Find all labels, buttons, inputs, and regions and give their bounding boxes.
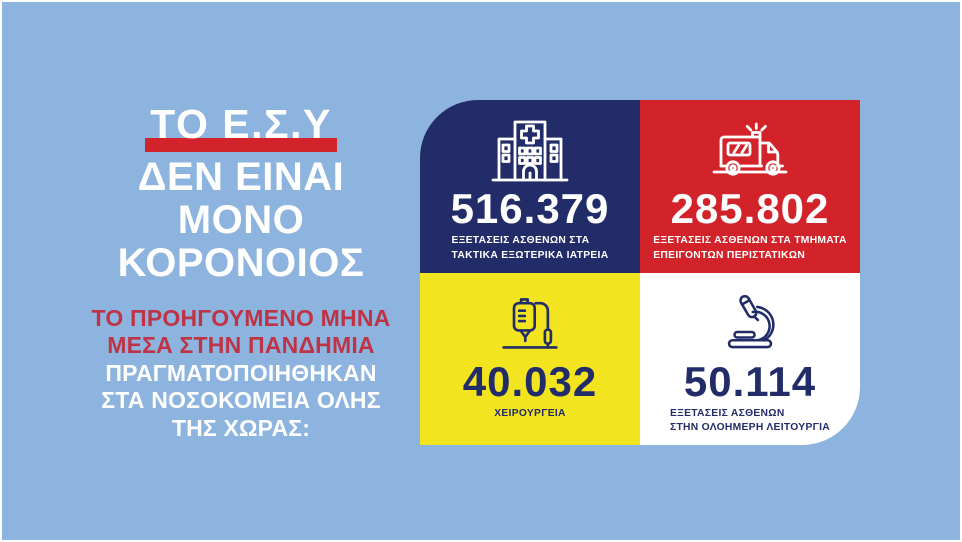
subheadline-red-line: ΜΕΣΑ ΣΤΗΝ ΠΑΝΔΗΜΙΑ	[107, 332, 375, 359]
headline-line: ΔΕΝ ΕΙΝΑΙ	[137, 155, 345, 199]
stat-value: 516.379	[450, 185, 610, 232]
microscope-icon	[719, 285, 781, 359]
title-underline-bar	[145, 138, 337, 152]
headline: ΔΕΝ ΕΙΝΑΙ ΜΟΝΟ ΚΟΡΟΝΟΙΟΣ	[84, 155, 398, 286]
stat-label-line: ΕΞΕΤΑΣΕΙΣ ΑΣΘΕΝΩΝ ΣΤΑ	[451, 235, 590, 246]
subheadline-white-line: ΤΗΣ ΧΩΡΑΣ:	[171, 414, 311, 441]
left-panel: ΤΟ Ε.Σ.Υ ΔΕΝ ΕΙΝΑΙ ΜΟΝΟ ΚΟΡΟΝΟΙΟΣ ΤΟ ΠΡΟ…	[84, 104, 398, 443]
stat-value: 285.802	[670, 185, 830, 232]
stat-label-line: ΕΞΕΤΑΣΕΙΣ ΑΣΘΕΝΩΝ ΣΤΑ ΤΜΗΜΑΤΑ	[653, 235, 847, 246]
stat-label-line: ΕΞΕΤΑΣΕΙΣ ΑΣΘΕΝΩΝ	[669, 407, 785, 419]
subheadline-white-line: ΠΡΑΓΜΑΤΟΠΟΙΗΘΗΚΑΝ	[105, 359, 377, 386]
stat-label-line: ΣΤΗΝ ΟΛΟΗΜΕΡΗ ΛΕΙΤΟΥΡΓΙΑ	[669, 422, 831, 434]
stat-value: 40.032	[462, 357, 598, 405]
headline-line: ΚΟΡΟΝΟΙΟΣ	[117, 241, 365, 286]
stat-label-line: ΤΑΚΤΙΚΑ ΕΞΩΤΕΡΙΚΑ ΙΑΤΡΕΙΑ	[451, 249, 609, 261]
headline-line: ΜΟΝΟ	[177, 198, 305, 243]
stat-label: ΕΞΕΤΑΣΕΙΣ ΑΣΘΕΝΩΝ ΣΤΑ ΤΜΗΜΑΤΑ ΕΠΕΙΓΟΝΤΩΝ…	[653, 234, 847, 264]
stat-label: ΕΞΕΤΑΣΕΙΣ ΑΣΘΕΝΩΝ ΣΤΗΝ ΟΛΟΗΜΕΡΗ ΛΕΙΤΟΥΡΓ…	[670, 407, 830, 437]
stat-tile-surgeries: 40.032 ΧΕΙΡΟΥΡΓΕΙΑ	[420, 272, 640, 445]
stat-tile-emergency: 285.802 ΕΞΕΤΑΣΕΙΣ ΑΣΘΕΝΩΝ ΣΤΑ ΤΜΗΜΑΤΑ ΕΠ…	[640, 100, 860, 273]
subheadline-red-line: ΤΟ ΠΡΟΗΓΟΥΜΕΝΟ ΜΗΝΑ	[91, 304, 391, 331]
hospital-icon	[490, 112, 570, 186]
stat-label-line: ΕΠΕΙΓΟΝΤΩΝ ΠΕΡΙΣΤΑΤΙΚΩΝ	[653, 249, 806, 261]
stat-label-line: ΧΕΙΡΟΥΡΓΕΙΑ	[494, 407, 566, 419]
iv-drip-icon	[498, 285, 562, 359]
stats-grid: 516.379 ΕΞΕΤΑΣΕΙΣ ΑΣΘΕΝΩΝ ΣΤΑ ΤΑΚΤΙΚΑ ΕΞ…	[420, 100, 860, 445]
stat-tile-day-clinic: 50.114 ΕΞΕΤΑΣΕΙΣ ΑΣΘΕΝΩΝ ΣΤΗΝ ΟΛΟΗΜΕΡΗ Λ…	[640, 272, 860, 445]
stat-value: 50.114	[683, 357, 817, 405]
subheadline: ΤΟ ΠΡΟΗΓΟΥΜΕΝΟ ΜΗΝΑ ΜΕΣΑ ΣΤΗΝ ΠΑΝΔΗΜΙΑ Π…	[84, 305, 398, 443]
page-title: ΤΟ Ε.Σ.Υ	[150, 101, 332, 147]
stat-tile-outpatient: 516.379 ΕΞΕΤΑΣΕΙΣ ΑΣΘΕΝΩΝ ΣΤΑ ΤΑΚΤΙΚΑ ΕΞ…	[420, 100, 640, 273]
stat-label: ΧΕΙΡΟΥΡΓΕΙΑ	[494, 407, 566, 422]
stat-label: ΕΞΕΤΑΣΕΙΣ ΑΣΘΕΝΩΝ ΣΤΑ ΤΑΚΤΙΚΑ ΕΞΩΤΕΡΙΚΑ …	[452, 234, 609, 264]
ambulance-icon	[710, 112, 790, 186]
subheadline-white-line: ΣΤΑ ΝΟΣΟΚΟΜΕΙΑ ΟΛΗΣ	[101, 387, 381, 414]
